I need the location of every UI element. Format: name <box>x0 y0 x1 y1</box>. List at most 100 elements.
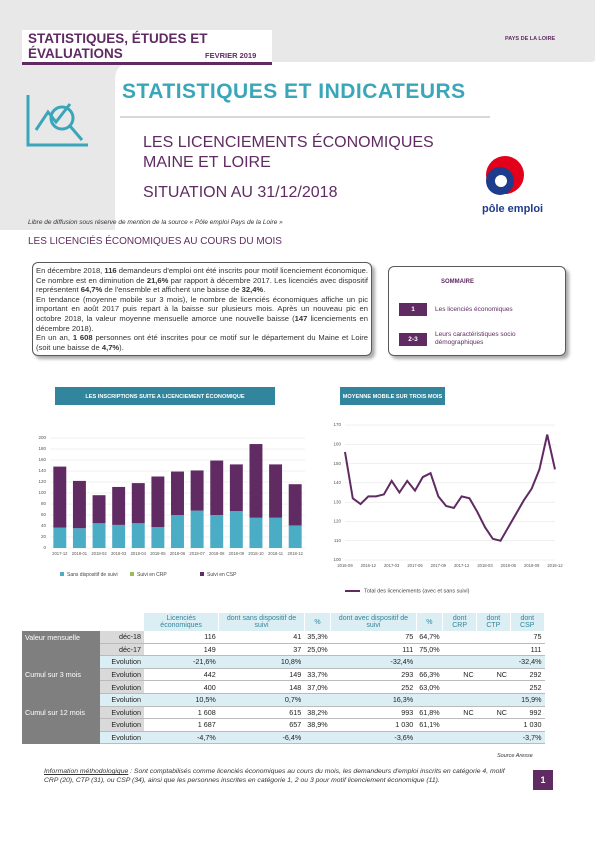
table-row: Valeur mensuelle déc-18 116 41 35,3% 75 64,7% 7… <box>22 631 545 644</box>
text-run: En tendance (moyenne mobile sur 3 mois),… <box>36 294 368 323</box>
y-tick-label: 80 <box>41 501 47 506</box>
header-row: Licenciés économiques dont sans dispositi… <box>22 613 545 631</box>
cell: 992 <box>510 706 545 720</box>
y-tick-label: 120 <box>333 519 341 524</box>
cell: -32,4% <box>510 655 545 669</box>
bar-segment <box>190 510 204 548</box>
x-tick-label: 2018-07 <box>189 551 205 556</box>
cell: 149 <box>144 643 219 657</box>
bar-segment <box>92 495 106 524</box>
cell: 38,2% <box>304 706 331 720</box>
text-run: ). <box>119 342 124 352</box>
bar-segment <box>229 464 243 512</box>
subtitle: MAINE ET LOIRE <box>143 154 271 171</box>
legend-label: Sans dispositif de suivi <box>67 572 118 578</box>
notice: Libre de diffusion sous réserve de menti… <box>28 219 283 226</box>
paragraph: En tendance (moyenne mobile sur 3 mois),… <box>36 295 368 333</box>
cell: 1 030 <box>330 718 417 732</box>
cell: 75,0% <box>416 643 443 657</box>
source: Source Aresse <box>497 753 533 759</box>
cell <box>476 655 510 669</box>
y-tick-label: 140 <box>38 468 46 473</box>
x-tick-label: 2018-02 <box>91 551 107 556</box>
contents-title: SOMMAIRE <box>441 279 474 285</box>
cell: 64,7% <box>416 631 443 644</box>
y-tick-label: 140 <box>333 480 341 485</box>
y-tick-label: 200 <box>38 435 46 440</box>
bar-segment <box>131 523 145 548</box>
y-tick-label: 160 <box>38 457 46 462</box>
cell <box>416 693 443 707</box>
row-label: déc-18 <box>100 631 144 644</box>
corner <box>22 613 144 631</box>
contents-item: 2-3 Leurs caractéristiques socio démograp… <box>399 331 545 347</box>
table-row: Cumul sur 3 mois Evolution 442 149 33,7% 293 6… <box>22 668 545 682</box>
row-group <box>22 693 100 707</box>
row-label: Evolution <box>100 680 144 694</box>
x-tick-label: 2017-12 <box>454 563 470 568</box>
cell: -6,4% <box>218 731 305 745</box>
cell <box>442 680 477 694</box>
y-tick-label: 20 <box>41 534 47 539</box>
cell <box>442 655 477 669</box>
column-header: dont CRP <box>442 613 478 631</box>
cell <box>304 655 331 669</box>
contents-num: 2-3 <box>399 332 427 346</box>
x-tick-label: 2018-12 <box>547 563 563 568</box>
column-header: % <box>304 613 332 631</box>
y-tick-label: 130 <box>333 499 341 504</box>
legend-label: Suivi en CRP <box>137 572 167 578</box>
footnote-lead: Information méthodologique <box>44 768 129 775</box>
cell: -4,7% <box>144 731 219 745</box>
x-tick-label: 2018-11 <box>268 551 284 556</box>
x-tick-label: 2018-09 <box>229 551 245 556</box>
x-tick-label: 2017-03 <box>384 563 400 568</box>
text-run: licenciements en décembre 2018). <box>36 313 369 333</box>
table-row: Evolution 1 687 657 38,9% 1 030 61,1% 1 030 <box>22 718 545 732</box>
summary-text: En décembre 2018, 116 demandeurs d'emplo… <box>32 262 372 357</box>
column-header: Licenciés économiques <box>144 613 220 631</box>
row-group-label: Cumul sur 3 mois <box>25 670 81 680</box>
cell: 63,0% <box>416 680 443 694</box>
cell: 41 <box>218 631 305 644</box>
cell: 657 <box>218 718 305 732</box>
contents-box: SOMMAIRE 1 Les licenciés économiques 2-3 Le… <box>388 266 566 356</box>
row-label: Evolution <box>100 706 144 720</box>
line-chart: MOYENNE MOBILE SUR TROIS MOIS 100 110 120 13… <box>333 387 563 594</box>
x-tick-label: 2018-03 <box>111 551 127 556</box>
cell: -3,6% <box>330 731 417 745</box>
x-tick-label: 2018-08 <box>209 551 225 556</box>
bar-segment <box>72 528 86 548</box>
data-table: Licenciés économiques dont sans dispositi… <box>22 613 545 745</box>
bar-segment <box>269 517 283 548</box>
cell: 149 <box>218 668 305 682</box>
cell <box>476 731 510 745</box>
bar-chart: LES INSCRIPTIONS SUITE A LICENCIEMENT ÉC… <box>38 387 305 578</box>
bar-segment <box>92 523 106 548</box>
bar-segment <box>112 486 126 525</box>
row-label: Evolution <box>100 693 144 707</box>
cell: 615 <box>218 706 305 720</box>
x-tick-label: 2018-01 <box>72 551 88 556</box>
row-group-label: Valeur mensuelle <box>25 632 81 642</box>
cell: 33,7% <box>304 668 331 682</box>
cell <box>442 718 477 732</box>
x-tick-label: 2018-03 <box>477 563 493 568</box>
row-group <box>22 731 100 744</box>
text-run: En un an, <box>36 333 73 343</box>
subtitle: LES LICENCIEMENTS ÉCONOMIQUES <box>143 134 434 151</box>
text-run: 147 <box>294 313 308 323</box>
cell: 252 <box>330 680 417 694</box>
x-tick-label: 2018-04 <box>131 551 147 556</box>
y-tick-label: 110 <box>334 538 342 543</box>
bar-segment <box>288 484 302 526</box>
cell: 116 <box>144 631 219 644</box>
section-title: LES LICENCIÉS ÉCONOMIQUES AU COURS DU MO… <box>28 236 282 247</box>
cell: NC <box>442 668 477 682</box>
contents-num: 1 <box>399 303 427 316</box>
text-run: 21,6% <box>146 275 169 285</box>
text-run: de l'ensemble et affichent une baisse de <box>102 285 242 295</box>
row-group: Cumul sur 12 mois <box>22 706 100 719</box>
bar-segment <box>249 517 263 548</box>
cell: 10,8% <box>218 655 305 669</box>
